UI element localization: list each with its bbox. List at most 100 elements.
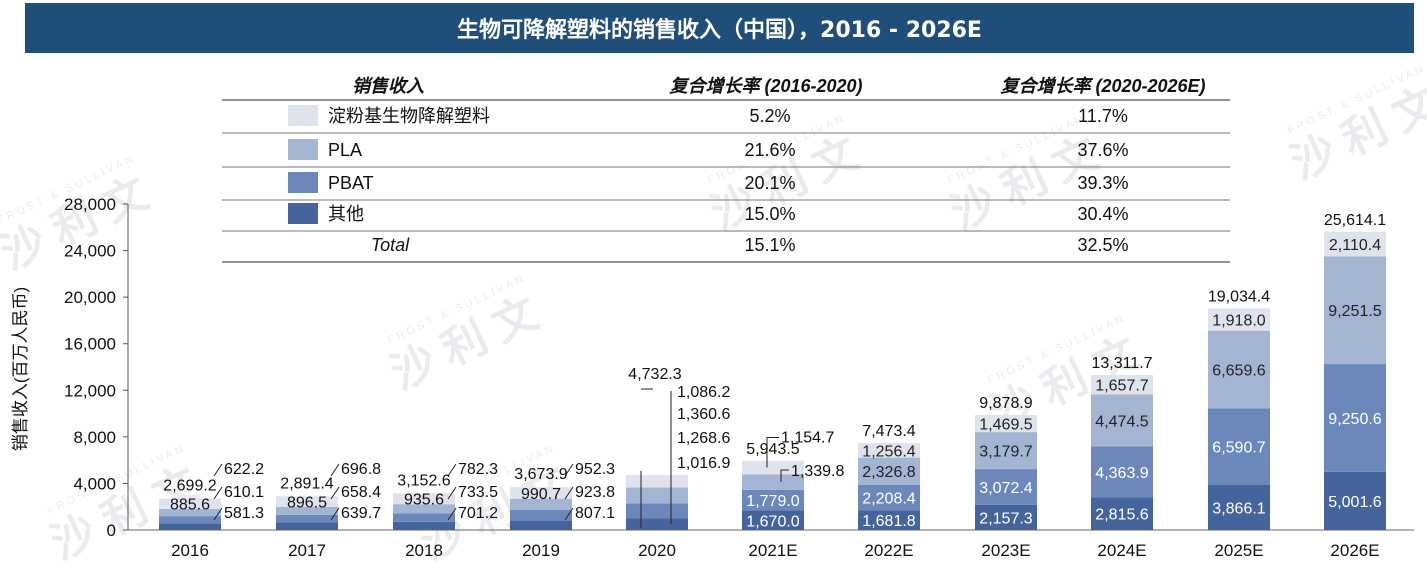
- x-tick-label: 2016: [171, 541, 209, 560]
- data-label: 9,251.5: [1328, 303, 1381, 320]
- bar-segment: [742, 510, 804, 530]
- x-tick-label: 2020: [638, 541, 676, 560]
- x-tick-label: 2018: [405, 541, 443, 560]
- y-axis-label: 销售收入(百万人民币): [11, 287, 30, 451]
- data-label: 2,815.6: [1095, 507, 1148, 524]
- bar-segment: [276, 522, 338, 530]
- data-label: 1,779.0: [746, 493, 799, 510]
- x-tick-label: 2026E: [1330, 541, 1379, 560]
- data-label: 9,250.6: [1328, 411, 1381, 428]
- total-label: 4,732.3: [628, 366, 681, 383]
- data-label: 696.8: [341, 461, 381, 478]
- leader-line: [447, 507, 457, 521]
- data-label: 3,072.4: [979, 480, 1032, 497]
- bar-segment: [510, 498, 572, 510]
- bar-segment: [1324, 231, 1386, 257]
- leader-line: [330, 486, 340, 500]
- table-header: 复合增长率 (2016-2020): [669, 76, 862, 96]
- bar-segment: [1091, 497, 1153, 530]
- bar-segment: [393, 493, 455, 505]
- data-label: 952.3: [575, 461, 615, 478]
- y-tick-label: 0: [107, 521, 116, 540]
- legend-swatch: [288, 139, 318, 160]
- bar-segment: [975, 414, 1037, 433]
- data-label: 3,866.1: [1212, 500, 1265, 517]
- leader-line: [330, 507, 340, 521]
- data-label: 1,681.8: [862, 513, 915, 530]
- data-label: 990.7: [521, 486, 561, 503]
- label-layer: 1,670.0 1,779.0 5,943.5 1,681.8 2,208.4 2,326…: [163, 212, 1386, 530]
- data-label: 1,670.0: [746, 513, 799, 530]
- data-label: 622.2: [224, 461, 264, 478]
- bar-segment: [626, 474, 688, 488]
- data-label: 4,363.9: [1095, 465, 1148, 482]
- data-label: 935.6: [404, 492, 444, 509]
- legend-table: 销售收入 复合增长率 (2016-2020) 复合增长率 (2020-2026E) 淀…: [222, 76, 1230, 263]
- table-cell: 15.1%: [744, 235, 795, 255]
- bar-segment: [1091, 394, 1153, 447]
- data-label: 1,256.4: [862, 443, 915, 460]
- bar-segment: [858, 442, 920, 458]
- leader-line: [330, 463, 340, 477]
- legend-label: Total: [371, 235, 410, 255]
- table-cell: 21.6%: [744, 140, 795, 160]
- table-cell: 5.2%: [749, 106, 790, 126]
- data-label: 4,474.5: [1095, 413, 1148, 430]
- table-cell: 32.5%: [1077, 235, 1128, 255]
- data-label: 610.1: [224, 484, 264, 501]
- bar-segment: [1091, 446, 1153, 498]
- total-label: 3,152.6: [397, 472, 450, 489]
- data-label: 1,154.7: [781, 430, 834, 447]
- legend-swatch: [288, 203, 318, 224]
- leader-line: [447, 486, 457, 500]
- bar-segment: [626, 487, 688, 504]
- leader-line: [213, 486, 223, 500]
- bar-segment: [858, 510, 920, 530]
- bar-segment: [276, 506, 338, 515]
- bar-segment: [159, 508, 221, 517]
- bar-segment: [510, 509, 572, 521]
- total-label: 13,311.7: [1091, 355, 1152, 372]
- leader-line: [766, 437, 779, 468]
- legend-label: 淀粉基生物降解塑料: [328, 106, 490, 126]
- watermark-text: 沙利文: [1284, 74, 1427, 189]
- leader-line: [564, 486, 574, 500]
- bar-segment: [1208, 484, 1270, 530]
- total-label: 25,614.1: [1324, 212, 1386, 229]
- bar-segment: [626, 503, 688, 519]
- table-cell: 30.4%: [1077, 204, 1128, 224]
- y-tick-label: 16,000: [64, 335, 116, 354]
- leader-line: [447, 463, 457, 477]
- bar-segment: [975, 432, 1037, 470]
- bar-layer: [159, 231, 1386, 530]
- data-label: 1,360.6: [677, 406, 730, 423]
- bar-segment: [1208, 330, 1270, 409]
- data-label: 923.8: [575, 484, 615, 501]
- data-label: 2,110.4: [1329, 237, 1381, 254]
- x-tick-label: 2019: [522, 541, 560, 560]
- table-header: 复合增长率 (2020-2026E): [1000, 76, 1205, 96]
- bar-segment: [276, 514, 338, 523]
- data-label: 1,657.7: [1095, 378, 1148, 395]
- bar-segment: [159, 516, 221, 524]
- table-header: 销售收入: [352, 76, 424, 96]
- x-tick-label: 2021E: [748, 541, 797, 560]
- data-label: 639.7: [341, 505, 381, 522]
- x-tick-label: 2022E: [864, 541, 913, 560]
- table-cell: 15.0%: [744, 204, 795, 224]
- leader-line: [564, 463, 574, 477]
- bar-segment: [1208, 308, 1270, 331]
- data-label: 2,326.8: [862, 464, 915, 481]
- legend-label: PLA: [328, 140, 362, 160]
- bar-segment: [1324, 256, 1386, 365]
- data-label: 701.2: [458, 505, 498, 522]
- bar-segment: [393, 513, 455, 522]
- legend-swatch: [288, 172, 318, 193]
- bar-segment: [1324, 471, 1386, 530]
- data-label: 1,268.6: [677, 430, 730, 447]
- total-label: 2,891.4: [280, 475, 333, 492]
- x-tick-label: 2017: [288, 541, 326, 560]
- data-label: 782.3: [458, 461, 498, 478]
